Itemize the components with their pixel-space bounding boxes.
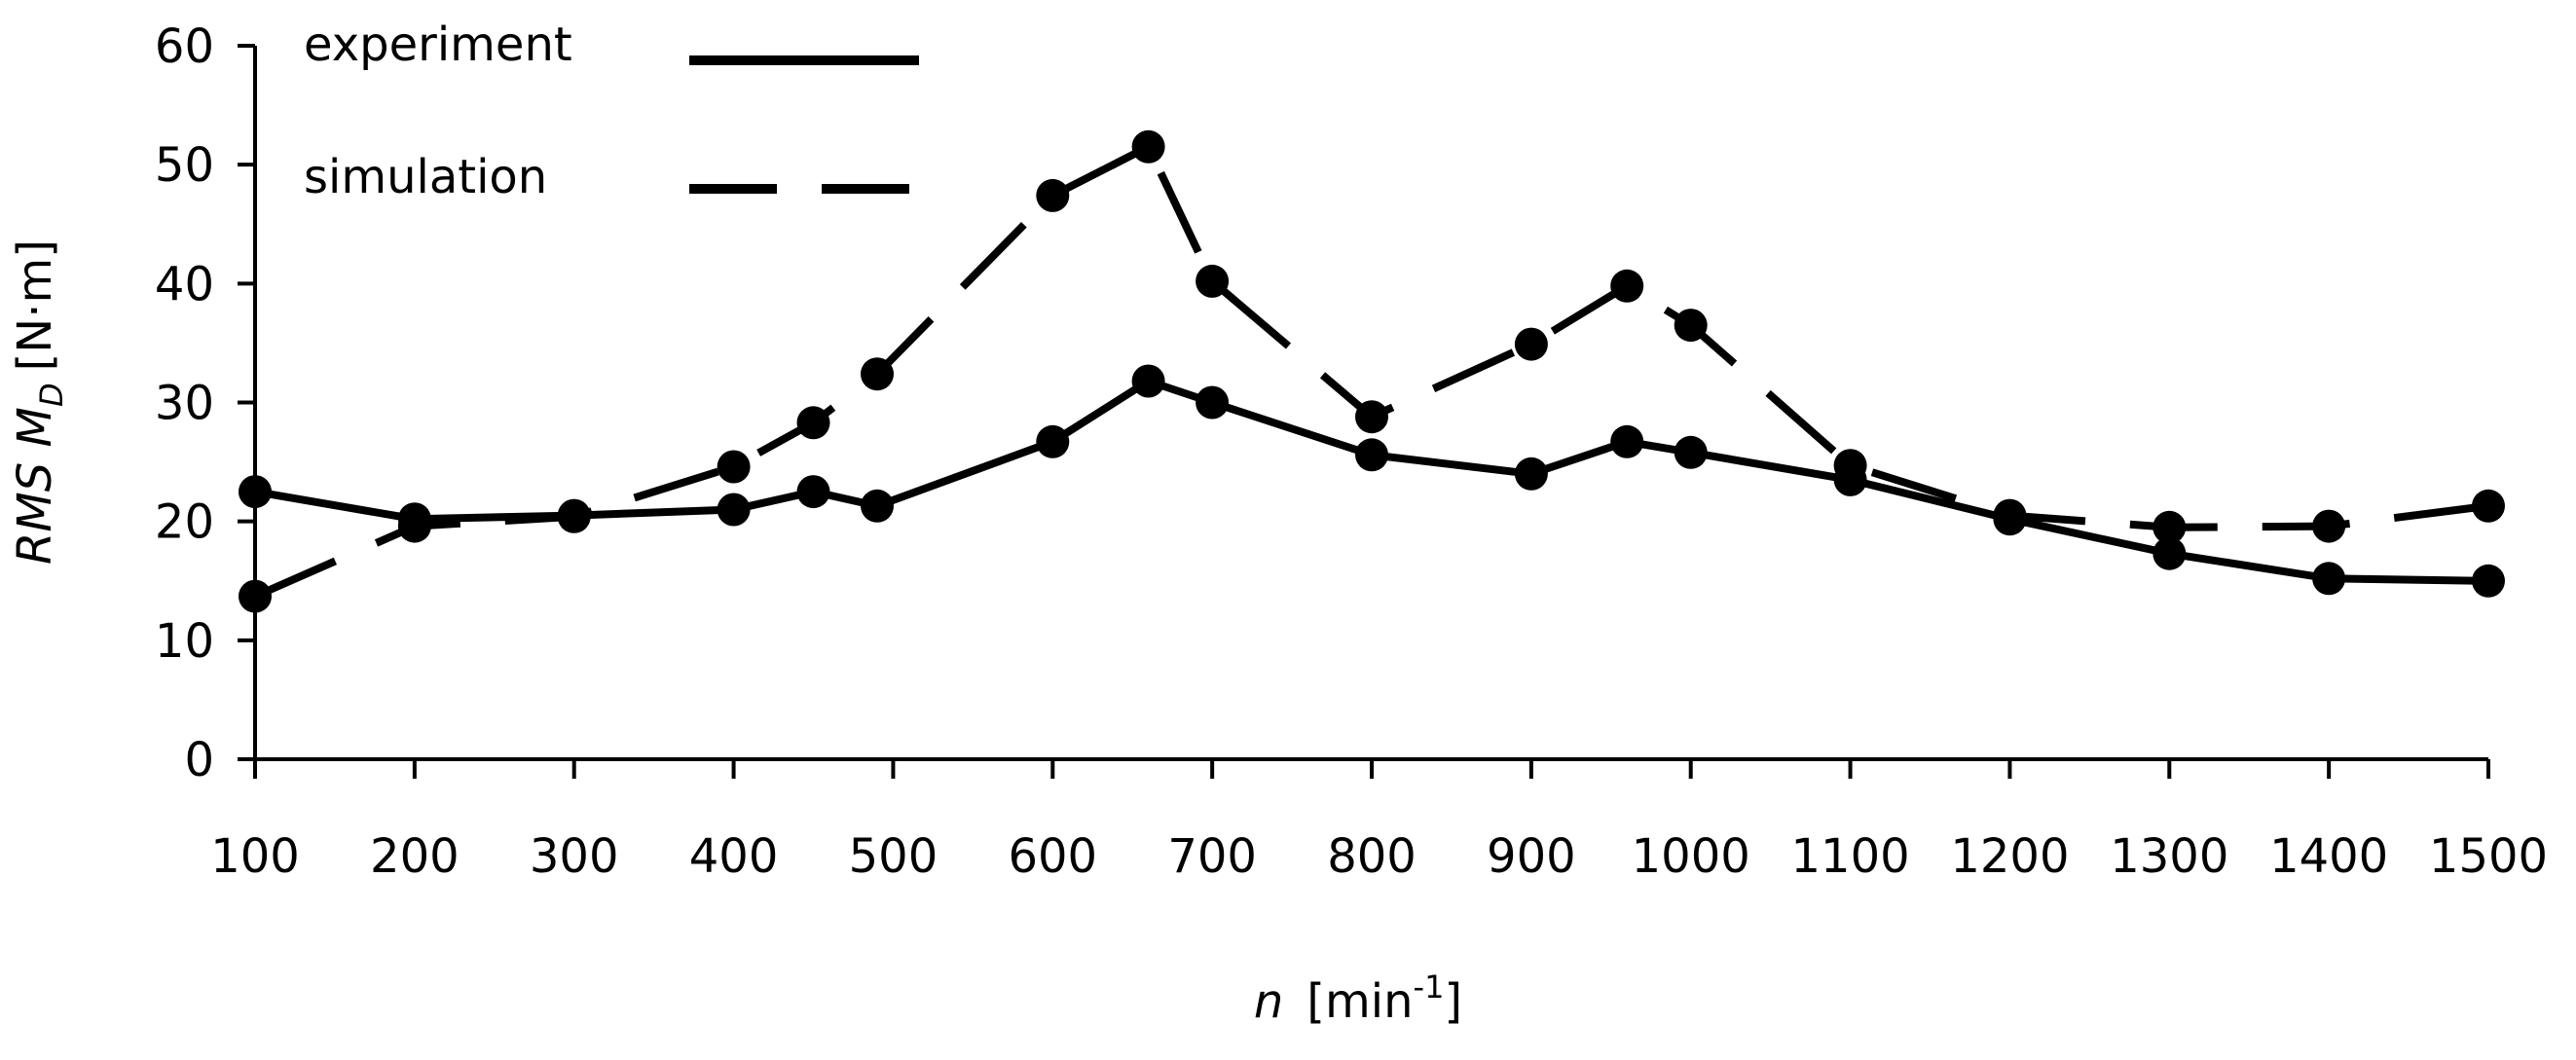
x-tick-label: 800 — [1327, 829, 1417, 884]
data-point-simulation — [861, 357, 894, 391]
data-point-simulation — [2312, 509, 2346, 543]
data-point-simulation — [397, 509, 431, 543]
data-point-experiment — [1610, 424, 1644, 458]
data-point-simulation — [717, 450, 751, 484]
data-point-simulation — [1514, 327, 1548, 361]
data-point-experiment — [2153, 536, 2187, 570]
data-point-experiment — [1196, 385, 1230, 420]
data-point-simulation — [1993, 498, 2027, 532]
data-point-experiment — [2472, 564, 2505, 598]
x-tick-label: 1400 — [2269, 829, 2388, 884]
data-point-simulation — [1610, 269, 1644, 303]
data-point-simulation — [1196, 264, 1230, 298]
legend-label-simulation: simulation — [304, 150, 547, 204]
data-point-simulation — [2153, 510, 2187, 544]
y-tick-label: 20 — [155, 495, 214, 550]
data-point-simulation — [1833, 449, 1867, 483]
series-line-simulation — [253, 141, 2489, 601]
data-point-simulation — [2472, 489, 2505, 523]
x-axis-label: n [min-1] — [1254, 969, 1462, 1029]
y-axis-label-unit: [N·m] — [8, 239, 62, 371]
y-tick-label: 40 — [155, 257, 214, 311]
x-axis-label-var: n — [1254, 974, 1283, 1029]
data-point-experiment — [1355, 438, 1388, 472]
y-tick-label: 0 — [184, 733, 214, 787]
series-line-experiment — [254, 377, 2489, 585]
data-point-experiment — [2312, 562, 2346, 596]
data-point-simulation — [1131, 129, 1165, 164]
data-point-experiment — [1036, 424, 1070, 458]
y-axis-label-prefix: RMS M — [8, 407, 62, 565]
y-tick-label: 10 — [155, 614, 214, 669]
x-tick-label: 300 — [530, 829, 619, 884]
series-experiment — [239, 364, 2505, 598]
x-axis-label-unit-sup: -1 — [1414, 969, 1445, 1005]
y-axis-ticks: 0 10 20 30 40 50 60 — [155, 19, 255, 787]
data-point-simulation — [239, 579, 272, 613]
data-point-simulation — [796, 406, 830, 440]
data-point-experiment — [239, 475, 272, 509]
x-axis-label-unit-open: [min — [1306, 974, 1413, 1029]
y-tick-label: 30 — [155, 377, 214, 431]
data-point-experiment — [1514, 457, 1548, 491]
data-point-simulation — [1674, 309, 1708, 343]
y-axis-label-subscript: D — [33, 383, 70, 407]
data-point-experiment — [1674, 435, 1708, 469]
data-point-simulation — [557, 499, 591, 533]
legend-label-experiment: experiment — [304, 18, 572, 72]
x-tick-label: 100 — [210, 829, 300, 884]
y-axis-label: RMS MD [N·m] — [8, 239, 70, 565]
x-tick-label: 700 — [1167, 829, 1257, 884]
x-tick-label: 200 — [370, 829, 460, 884]
x-axis-label-unit-close: ] — [1444, 974, 1462, 1029]
y-tick-label: 60 — [155, 19, 214, 74]
x-tick-label: 500 — [849, 829, 938, 884]
data-point-experiment — [796, 475, 830, 509]
data-point-experiment — [717, 493, 751, 527]
y-tick-label: 50 — [155, 138, 214, 193]
x-tick-label: 1300 — [2110, 829, 2228, 884]
x-tick-label: 1500 — [2429, 829, 2548, 884]
x-axis-ticks: 100 200 300 400 500 600 700 800 900 1000 1100 1200 1… — [210, 759, 2548, 884]
x-tick-label: 1100 — [1790, 829, 1909, 884]
x-tick-label: 600 — [1008, 829, 1097, 884]
x-tick-label: 1200 — [1950, 829, 2069, 884]
x-tick-label: 900 — [1487, 829, 1576, 884]
series-layer — [239, 129, 2505, 613]
legend: experiment simulation — [304, 18, 919, 204]
data-point-simulation — [1355, 400, 1388, 434]
x-tick-label: 400 — [689, 829, 779, 884]
series-simulation — [239, 129, 2505, 613]
data-point-experiment — [861, 489, 894, 523]
data-point-experiment — [1131, 364, 1165, 398]
x-tick-label: 1000 — [1632, 829, 1750, 884]
data-point-simulation — [1036, 178, 1070, 212]
